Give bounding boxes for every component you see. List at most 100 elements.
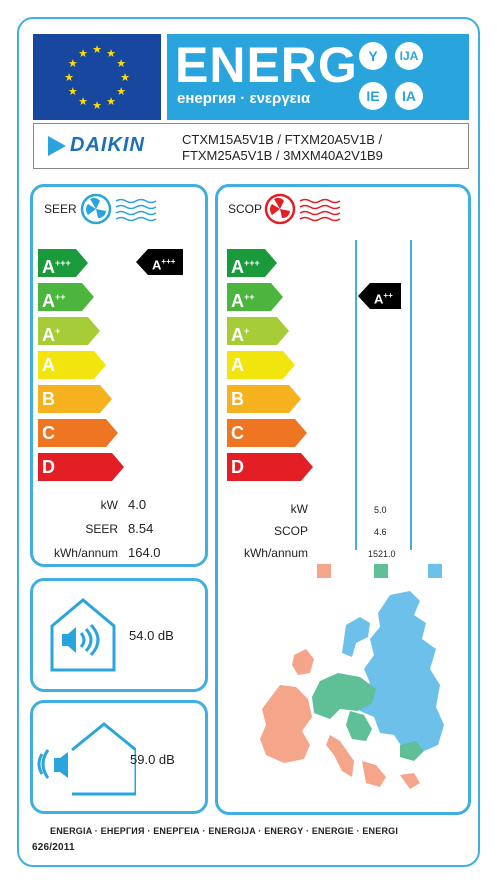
eu-star: ★ [92, 43, 102, 56]
heating-class-arrow-tip [271, 283, 283, 311]
eu-star: ★ [106, 47, 116, 60]
energy-subtitle: енергия · ενεργεια [177, 90, 311, 107]
heating-class-arrow: C [227, 419, 307, 447]
cold-zone-marker [428, 564, 442, 578]
heating-class-arrow-tip [265, 249, 277, 277]
daikin-triangle-icon [48, 136, 66, 156]
eu-star: ★ [68, 85, 78, 98]
cooling-class-letter: A [42, 325, 55, 345]
cooling-class-letter: A [42, 355, 55, 375]
heating-fan-icon [264, 193, 341, 225]
heating-rating-pointer [358, 283, 370, 309]
cooling-rating-label: A+++ [148, 249, 184, 275]
cooling-class-arrow: D [38, 453, 124, 481]
heating-class-plus: +++ [244, 258, 260, 268]
eu-star: ★ [116, 57, 126, 70]
heating-class-letter: A [231, 355, 244, 375]
heating-class-label: A [227, 351, 283, 379]
cooling-class-arrow-tip [82, 283, 94, 311]
heating-class-arrow: A+++ [227, 249, 277, 277]
cooling-class-arrow: B [38, 385, 112, 413]
heating-kw-value: 5.0 [374, 505, 387, 515]
indoor-noise-value: 54.0 dB [129, 628, 174, 643]
cooling-class-arrow-tip [94, 351, 106, 379]
suffix-ija: IJA [395, 42, 423, 70]
heating-class-plus: + [244, 326, 250, 336]
cooling-rating-pointer [136, 249, 148, 275]
cooling-class-label: C [38, 419, 106, 447]
cooling-class-arrow: A+ [38, 317, 100, 345]
eu-star: ★ [92, 99, 102, 112]
model-line-1: CTXM15A5V1B / FTXM20A5V1B / [182, 132, 383, 147]
heating-class-arrow-tip [301, 453, 313, 481]
heating-class-arrow-tip [295, 419, 307, 447]
energy-word: ENERG [175, 37, 358, 93]
heating-rating-badge: A++ [358, 283, 401, 309]
cooling-class-plus: + [55, 326, 61, 336]
cooling-class-letter: A [42, 291, 55, 311]
cooling-class-letter: A [42, 257, 55, 277]
cooling-class-arrow-tip [76, 249, 88, 277]
heating-title: SCOP [228, 202, 263, 216]
cooling-class-arrow-tip [106, 419, 118, 447]
outdoor-house-speaker-icon [37, 722, 136, 796]
heating-class-plus: ++ [244, 292, 255, 302]
heating-rating-letter: A [374, 291, 384, 307]
cooling-class-label: B [38, 385, 100, 413]
cooling-class-arrow: A++ [38, 283, 94, 311]
zone-divider-warm [355, 240, 357, 550]
heating-class-label: B [227, 385, 289, 413]
cooling-class-arrow-tip [88, 317, 100, 345]
cooling-fan-icon [80, 193, 157, 225]
heating-class-label: A++ [227, 283, 271, 311]
cooling-title: SEER [44, 202, 77, 216]
heating-kwh-label: kWh/annum [243, 546, 308, 560]
heating-class-label: D [227, 453, 301, 481]
heating-class-letter: A [231, 325, 244, 345]
eu-star: ★ [78, 95, 88, 108]
average-zone-marker [374, 564, 388, 578]
heating-class-arrow: D [227, 453, 313, 481]
eu-stars-icon: ★ ★★★★★★★★★★★ [64, 43, 130, 112]
eu-star: ★ [106, 95, 116, 108]
outdoor-noise-value: 59.0 dB [130, 752, 175, 767]
warm-zone-marker [317, 564, 331, 578]
cooling-kw-value: 4.0 [128, 497, 147, 512]
heating-class-arrow-tip [277, 317, 289, 345]
heating-kw-label: kW [290, 502, 308, 516]
heating-class-label: A+ [227, 317, 277, 345]
scop-label: SCOP [273, 524, 308, 538]
cooling-class-plus: ++ [55, 292, 66, 302]
suffix-y: Y [359, 42, 387, 70]
cooling-class-arrow: A+++ [38, 249, 88, 277]
eu-star: ★ [116, 85, 126, 98]
suffix-ie: IE [359, 82, 387, 110]
cooling-rating-badge: A+++ [136, 249, 184, 275]
cooling-class-letter: C [42, 423, 55, 443]
cooling-class-plus: +++ [55, 258, 71, 268]
cooling-class-arrow-tip [112, 453, 124, 481]
footer-regulation: 626/2011 [32, 842, 75, 853]
heating-class-letter: D [231, 457, 244, 477]
cooling-kw-label: kW [100, 498, 118, 512]
model-line-2: FTXM25A5V1B / 3MXM40A2V1B9 [182, 148, 383, 163]
heating-class-arrow: A+ [227, 317, 289, 345]
eu-star: ★ [78, 47, 88, 60]
cooling-class-label: D [38, 453, 112, 481]
seer-value: 8.54 [128, 521, 154, 536]
cooling-class-arrow-tip [100, 385, 112, 413]
heating-class-arrow: A++ [227, 283, 283, 311]
heating-class-arrow-tip [289, 385, 301, 413]
europe-climate-map [260, 591, 444, 789]
cooling-class-label: A [38, 351, 94, 379]
cooling-kwh-value: 164.0 [128, 545, 161, 560]
zone-divider-cold [410, 240, 412, 550]
cooling-class-arrow: C [38, 419, 118, 447]
indoor-house-speaker-icon [50, 598, 116, 672]
seer-label: SEER [85, 522, 118, 536]
heating-class-arrow-tip [283, 351, 295, 379]
cooling-class-label: A+ [38, 317, 88, 345]
scop-value: 4.6 [374, 527, 387, 537]
heating-class-arrow: A [227, 351, 295, 379]
heating-rating-plus: ++ [383, 291, 393, 300]
